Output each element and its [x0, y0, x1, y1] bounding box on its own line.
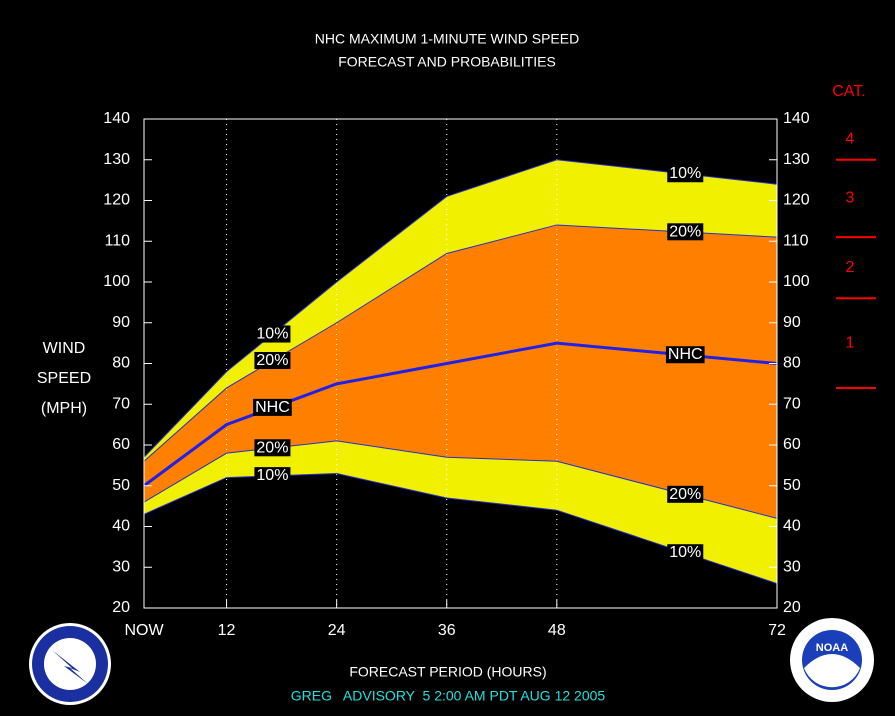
x-axis-label: FORECAST PERIOD (HOURS)	[349, 664, 546, 680]
y-tick-label: 30	[112, 558, 130, 575]
category-label: 3	[846, 190, 855, 207]
x-tick-label: 48	[548, 622, 566, 639]
line-label: 10%	[669, 165, 701, 182]
x-tick-label: 72	[768, 622, 786, 639]
y2-tick-label: 20	[783, 599, 801, 616]
y-tick-label: 40	[112, 518, 130, 535]
y-tick-label: 140	[103, 110, 130, 127]
y-tick-label: 130	[103, 151, 130, 168]
x-tick-label: 12	[218, 622, 236, 639]
line-label-box	[254, 325, 291, 343]
series-line	[143, 224, 778, 462]
logo-text: NOAA	[816, 642, 848, 654]
line-label: 20%	[669, 223, 701, 240]
line-label: 10%	[256, 326, 288, 343]
line-label-box	[254, 439, 291, 457]
y2-tick-label: 110	[783, 232, 809, 249]
y2-tick-label: 140	[783, 110, 810, 127]
y2-tick-label: 60	[783, 436, 801, 453]
y2-tick-label: 90	[783, 314, 801, 331]
line-label-box	[667, 165, 704, 183]
x-tick-label: 24	[328, 622, 346, 639]
y2-tick-label: 100	[783, 273, 810, 290]
y2-tick-label: 130	[783, 151, 810, 168]
line-label: NHC	[255, 399, 290, 416]
line-label: 20%	[256, 352, 288, 369]
noaa-logo: NOAA	[790, 618, 874, 702]
y2-tick-label: 80	[783, 355, 801, 372]
line-label: NHC	[668, 346, 703, 363]
footer: GREG ADVISORY 5 2:00 AM PDT AUG 12 2005	[291, 688, 606, 704]
y-tick-label: 60	[112, 436, 130, 453]
y-tick-label: 100	[103, 273, 130, 290]
line-label: 10%	[256, 467, 288, 484]
y-tick-label: 90	[112, 314, 130, 331]
y2-tick-label: 30	[783, 558, 801, 575]
y2-tick-label: 50	[783, 477, 801, 494]
category-label: 4	[846, 131, 855, 148]
line-label-box	[667, 544, 704, 562]
chart-subtitle: FORECAST AND PROBABILITIES	[338, 54, 556, 70]
y-tick-label: 120	[103, 192, 130, 209]
y-axis-label: WIND	[43, 340, 86, 357]
category-title: CAT.	[832, 83, 865, 100]
nws-logo	[29, 623, 111, 705]
y2-tick-label: 120	[783, 192, 810, 209]
y-tick-label: 20	[112, 599, 130, 616]
line-label-box	[665, 346, 705, 364]
series-line	[143, 473, 778, 585]
probability-band	[144, 224, 777, 519]
chart-title: NHC MAXIMUM 1-MINUTE WIND SPEED	[315, 31, 579, 47]
line-label-box	[667, 223, 704, 241]
y-axis-label: (MPH)	[41, 400, 87, 417]
y-tick-label: 80	[112, 355, 130, 372]
y2-tick-label: 70	[783, 395, 801, 412]
y-tick-label: 50	[112, 477, 130, 494]
plot	[143, 119, 778, 608]
category-label: 1	[846, 334, 855, 351]
x-tick-label: 36	[438, 622, 456, 639]
line-label: 20%	[669, 486, 701, 503]
line-label: 10%	[669, 544, 701, 561]
line-label-box	[254, 467, 291, 485]
y-tick-label: 70	[112, 395, 130, 412]
y2-tick-label: 40	[783, 518, 801, 535]
series-line	[143, 440, 778, 519]
y-axis-label: SPEED	[37, 370, 91, 387]
line-label-box	[253, 398, 292, 416]
line-label-box	[254, 352, 291, 370]
category-label: 2	[846, 259, 855, 276]
line-label-box	[667, 485, 704, 503]
line-label: 20%	[256, 439, 288, 456]
x-tick-label: NOW	[124, 622, 164, 639]
series-line	[143, 159, 778, 458]
y-tick-label: 110	[104, 232, 130, 249]
series-line	[143, 341, 778, 487]
